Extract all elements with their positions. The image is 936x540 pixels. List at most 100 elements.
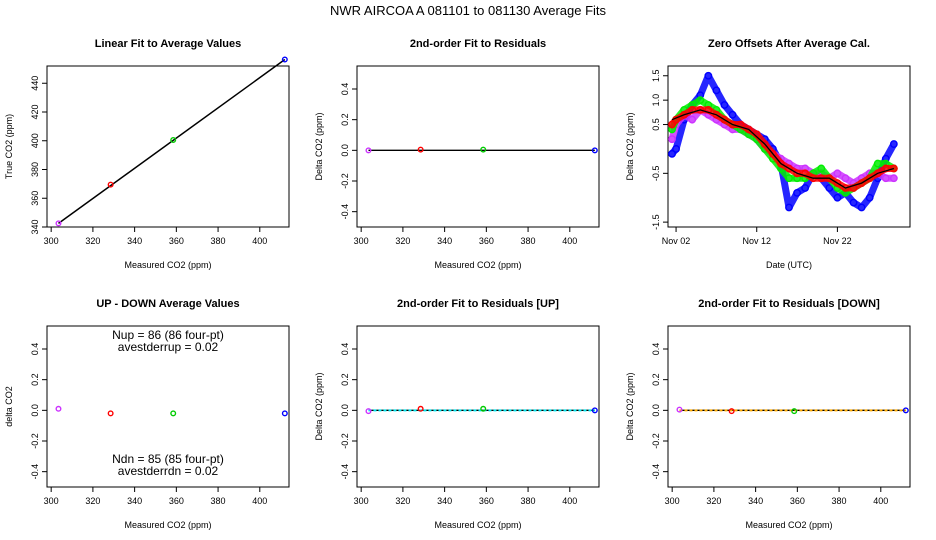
data-point [480,405,487,412]
panel-3: Zero Offsets After Average Cal. Date (UTC… [625,38,911,270]
panel-title: Zero Offsets After Average Cal. [708,38,870,50]
x-axis-label: Date (UTC) [766,260,812,270]
x-tick-label: 380 [832,496,847,506]
annotation-ndn: Ndn = 85 (85 four-pt) [112,452,224,466]
y-axis-label: Delta CO2 (ppm) [625,112,635,180]
x-tick-label: Nov 22 [823,236,852,246]
data-point [833,179,842,187]
x-tick-label: 320 [706,496,721,506]
plot-frame [667,325,911,488]
data-point [841,174,850,183]
y-tick-label: -0.4 [340,464,350,480]
data-point [728,110,737,119]
y-axis-label: Delta CO2 (ppm) [314,372,324,440]
y-tick-label: 0.0 [30,404,40,417]
data-point [417,405,424,412]
data-point [170,137,177,144]
data-point [720,115,729,124]
data-point [817,164,826,173]
y-tick-label: -0.2 [340,173,350,189]
plot-frame [667,65,911,228]
x-tick-label: 340 [437,236,452,246]
data-point [793,169,801,178]
data-point [704,71,713,80]
x-tick-label: 340 [127,236,142,246]
panel-1: Linear Fit to Average Values Measured CO2… [4,38,290,270]
data-point [768,149,777,158]
y-axis-label: Delta CO2 (ppm) [625,372,635,440]
data-point [668,120,676,129]
y-tick-label: 0.0 [651,404,661,417]
data-point [688,106,697,114]
y-tick-label: 0.2 [340,113,350,126]
data-point [801,184,810,192]
x-tick-label: 360 [169,496,184,506]
series-5 [671,109,895,189]
x-tick-label: 300 [354,496,369,506]
data-point [720,101,729,109]
data-point [760,140,769,148]
y-tick-label: 0.2 [340,373,350,386]
x-tick-label: Nov 12 [742,236,771,246]
data-point [902,407,909,414]
data-point [873,169,882,178]
data-point [849,184,858,192]
panel-4: UP - DOWN Average Values Measured CO2 (pp… [4,298,290,530]
y-tick-label: 0.0 [340,404,350,417]
series-line [671,109,895,189]
x-tick-label: 400 [562,496,577,506]
y-tick-label: 0.4 [340,343,350,356]
data-point [744,125,753,134]
annotation-avestderrdn: avestderrdn = 0.02 [118,464,219,478]
data-point [55,405,62,412]
data-point [736,120,745,129]
data-point [841,184,850,192]
x-tick-label: 300 [44,496,59,506]
x-tick-label: 400 [252,236,267,246]
data-point [668,149,676,158]
y-tick-label: 0.4 [30,343,40,356]
data-point [365,408,372,415]
data-point [281,56,288,63]
annotation-nup: Nup = 86 (86 four-pt) [112,328,224,342]
x-tick-label: 300 [665,496,680,506]
x-tick-label: 400 [562,236,577,246]
y-tick-label: -0.2 [340,433,350,449]
data-point [889,174,898,183]
data-point [712,110,721,119]
y-tick-label: -0.2 [651,433,661,449]
y-tick-label: 1.5 [651,69,661,82]
data-point [785,164,793,173]
x-axis-label: Measured CO2 (ppm) [124,520,211,530]
data-point [728,408,735,415]
data-point [676,406,683,413]
panel-title: UP - DOWN Average Values [96,298,239,310]
data-point [825,184,834,192]
data-point [833,169,842,178]
y-tick-label: -0.5 [651,166,661,182]
y-tick-label: 0.2 [651,373,661,386]
data-point [591,407,598,414]
data-point [668,135,676,144]
x-tick-label: 380 [211,236,226,246]
y-tick-label: 420 [30,104,40,119]
x-tick-label: 300 [354,236,369,246]
data-point [881,174,890,183]
x-tick-label: 300 [44,236,59,246]
data-point [107,410,114,417]
data-point [889,140,898,148]
data-point [801,169,810,178]
panel-title: 2nd-order Fit to Residuals [410,38,546,50]
data-point [712,86,721,95]
data-point [480,146,487,153]
x-tick-label: 360 [479,236,494,246]
x-axis-label: Measured CO2 (ppm) [434,520,521,530]
data-point [857,203,866,212]
x-tick-label: 340 [748,496,763,506]
x-tick-label: 360 [790,496,805,506]
x-tick-label: 400 [873,496,888,506]
x-tick-label: 380 [521,236,536,246]
panel-2: 2nd-order Fit to Residuals Measured CO2 (… [314,38,600,270]
data-point [365,147,372,154]
